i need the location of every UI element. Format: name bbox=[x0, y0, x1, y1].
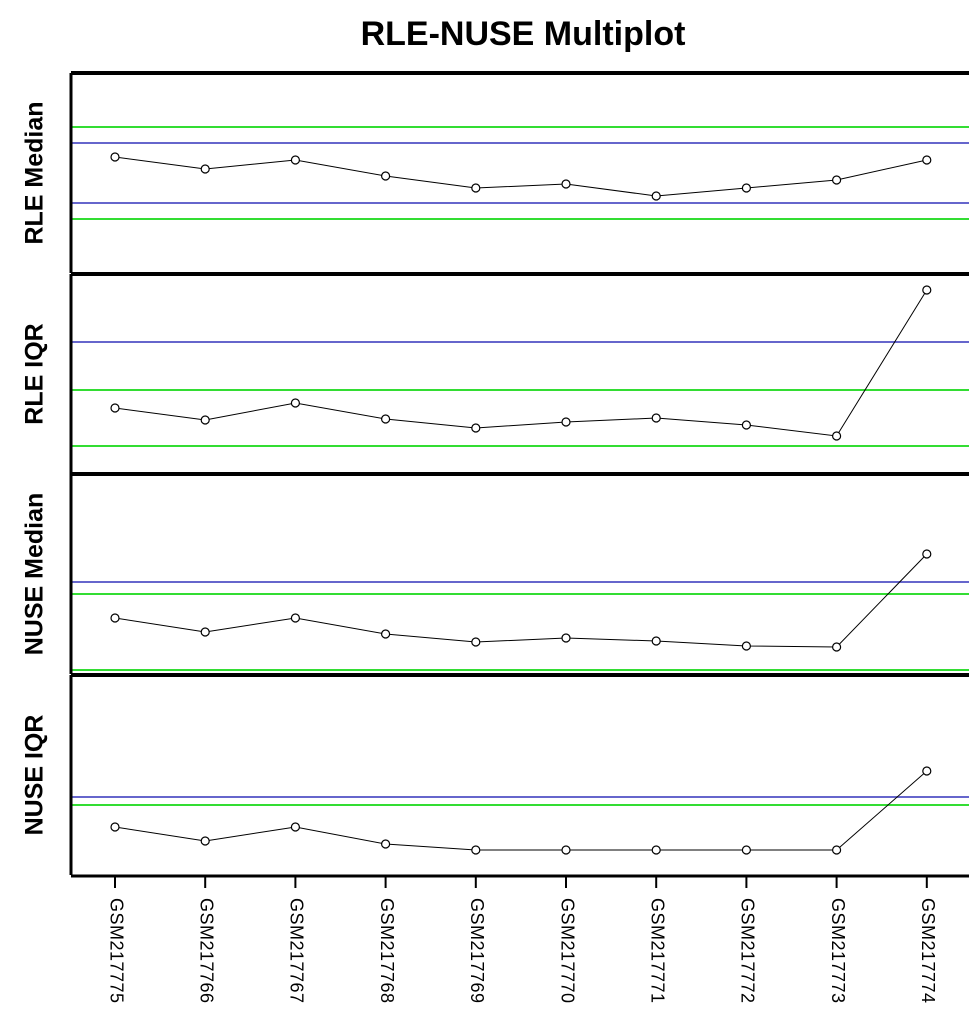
panel-3-point-GSM217766 bbox=[200, 627, 210, 637]
panel-2-point-GSM217770 bbox=[561, 417, 571, 427]
panel-2-point-GSM217772 bbox=[741, 420, 752, 430]
panel-2-series-line bbox=[114, 289, 928, 437]
panel-2-point-GSM217767 bbox=[290, 398, 300, 408]
panel-1-point-GSM217766 bbox=[200, 164, 210, 174]
x-tick-label-GSM217774: GSM217774 bbox=[918, 898, 938, 1004]
x-tick-label-GSM217773: GSM217773 bbox=[828, 898, 848, 1004]
panel-3-series-line bbox=[114, 553, 928, 648]
panel-2-point-GSM217774 bbox=[922, 285, 932, 295]
panel-1-point-GSM217770 bbox=[561, 179, 571, 189]
panel-1-point-GSM217768 bbox=[381, 171, 391, 181]
panel-4-series-line bbox=[114, 770, 928, 851]
panel-2-point-GSM217773 bbox=[831, 431, 842, 441]
panel-3-point-GSM217770 bbox=[561, 633, 571, 643]
panel-4-point-GSM217768 bbox=[381, 839, 391, 849]
panel-3-point-GSM217772 bbox=[741, 641, 752, 651]
panels-group: RLE Median RLE IQR NUSE Median NUSE IQR bbox=[21, 71, 969, 875]
panel-4-point-GSM217773 bbox=[831, 845, 842, 855]
x-tick-label-GSM217766: GSM217766 bbox=[196, 898, 216, 1004]
panel-1: RLE Median bbox=[21, 71, 969, 273]
x-tick-label-GSM217768: GSM217768 bbox=[377, 898, 397, 1004]
panel-3-point-GSM217775 bbox=[110, 613, 120, 623]
panel-3-point-GSM217774 bbox=[922, 549, 932, 559]
panel-2-point-GSM217768 bbox=[381, 414, 391, 424]
panel-2: RLE IQR bbox=[21, 272, 969, 474]
x-tick-label-GSM217775: GSM217775 bbox=[106, 898, 126, 1004]
panel-1-point-GSM217771 bbox=[651, 191, 661, 201]
panel-1-point-GSM217767 bbox=[290, 155, 300, 165]
panel-3-point-GSM217767 bbox=[290, 613, 300, 623]
panel-1-point-GSM217774 bbox=[922, 155, 932, 165]
panel-3-point-GSM217768 bbox=[381, 629, 391, 639]
x-axis: GSM217775 GSM217766 GSM217767 GSM217768 GSM2… bbox=[71, 874, 969, 1004]
panel-4-point-GSM217766 bbox=[200, 836, 210, 846]
panel-4: NUSE IQR bbox=[21, 673, 969, 875]
panel-4-point-GSM217772 bbox=[741, 845, 752, 855]
panel-4-point-GSM217775 bbox=[110, 822, 120, 832]
panel-3-point-GSM217771 bbox=[651, 636, 661, 646]
x-tick-label-GSM217772: GSM217772 bbox=[738, 898, 758, 1004]
panel-2-point-GSM217771 bbox=[651, 413, 661, 423]
panel-1-point-GSM217772 bbox=[741, 183, 752, 193]
x-tick-label-GSM217767: GSM217767 bbox=[287, 898, 307, 1004]
panel-1-point-GSM217769 bbox=[471, 183, 481, 193]
panel-3: NUSE Median bbox=[21, 472, 969, 674]
panel-3-ylabel: NUSE Median bbox=[21, 493, 49, 656]
x-tick-label-GSM217769: GSM217769 bbox=[467, 898, 487, 1004]
x-tick-label-GSM217770: GSM217770 bbox=[557, 898, 577, 1004]
panel-2-point-GSM217775 bbox=[110, 403, 120, 413]
panel-4-point-GSM217770 bbox=[561, 845, 571, 855]
panel-4-point-GSM217769 bbox=[471, 845, 481, 855]
panel-2-point-GSM217769 bbox=[471, 423, 481, 433]
panel-4-ylabel: NUSE IQR bbox=[21, 715, 49, 836]
panel-1-ylabel: RLE Median bbox=[21, 101, 49, 244]
panel-1-point-GSM217773 bbox=[831, 175, 842, 185]
panel-1-series-line bbox=[114, 156, 927, 197]
panel-3-point-GSM217769 bbox=[471, 637, 481, 647]
panel-4-point-GSM217771 bbox=[651, 845, 661, 855]
panel-4-point-GSM217767 bbox=[290, 822, 300, 832]
panel-1-point-GSM217775 bbox=[110, 152, 120, 162]
panel-3-point-GSM217773 bbox=[831, 642, 842, 652]
x-tick-label-GSM217771: GSM217771 bbox=[647, 898, 667, 1004]
chart-title: RLE-NUSE Multiplot bbox=[361, 15, 686, 53]
panel-2-ylabel: RLE IQR bbox=[21, 323, 49, 424]
panel-2-point-GSM217766 bbox=[200, 415, 210, 425]
panel-4-point-GSM217774 bbox=[922, 766, 932, 776]
